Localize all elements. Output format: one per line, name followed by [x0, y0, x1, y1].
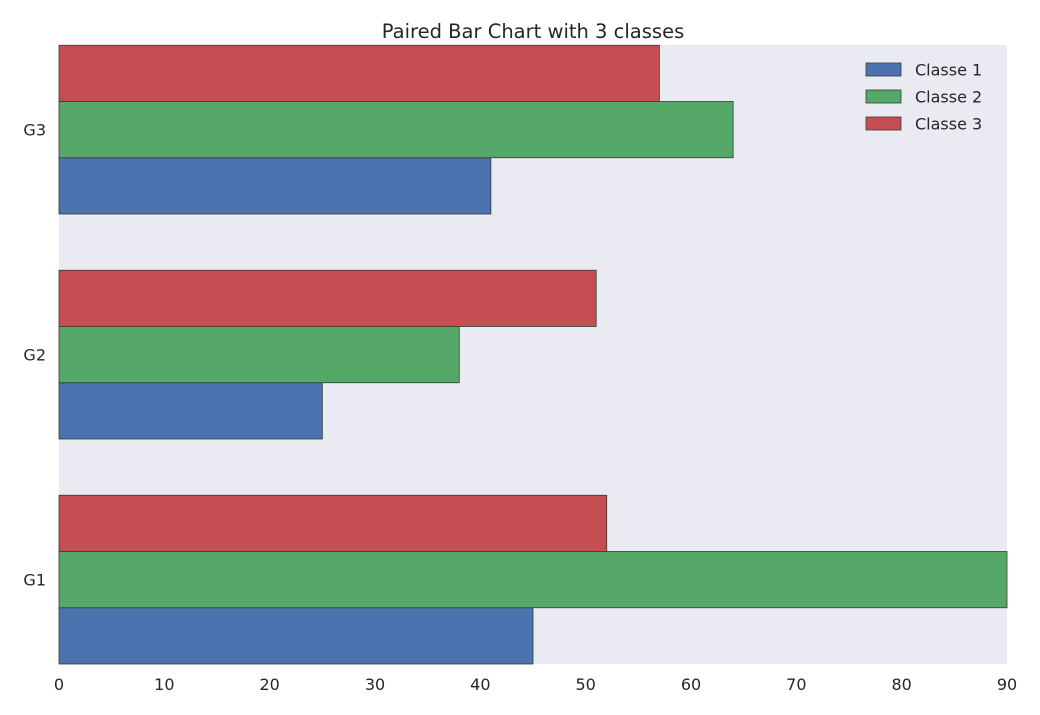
bar-g1-classe-3 [58, 494, 608, 552]
legend-label: Classe 1 [915, 61, 982, 80]
x-tick-label: 80 [891, 675, 911, 694]
legend-label: Classe 3 [915, 115, 982, 134]
bar-g1-classe-1 [58, 607, 534, 665]
bar-g2-classe-1 [58, 382, 323, 440]
x-tick-label: 20 [259, 675, 279, 694]
bar-g3-classe-2 [58, 101, 734, 159]
x-tick-label: 60 [681, 675, 701, 694]
legend: Classe 1 Classe 2 Classe 3 [865, 61, 982, 134]
x-tick-label: 40 [470, 675, 490, 694]
legend-label: Classe 2 [915, 88, 982, 107]
y-axis: G1 G2 G3 [23, 121, 46, 590]
legend-swatch [865, 116, 902, 131]
legend-swatch [865, 89, 902, 104]
y-tick-label: G1 [23, 571, 46, 590]
bar-g2-classe-3 [58, 269, 597, 327]
bar-g3-classe-3 [58, 44, 660, 102]
legend-swatch [865, 62, 902, 77]
bar-g1-classe-2 [58, 551, 1008, 609]
x-tick-label: 0 [54, 675, 64, 694]
chart-title: Paired Bar Chart with 3 classes [382, 20, 684, 43]
x-tick-label: 50 [575, 675, 595, 694]
x-tick-label: 30 [365, 675, 385, 694]
bar-g3-classe-1 [58, 157, 492, 215]
y-tick-label: G3 [23, 121, 46, 140]
x-axis: 0 10 20 30 40 50 60 70 80 90 [54, 675, 1017, 694]
bars [58, 44, 1008, 665]
x-tick-label: 90 [997, 675, 1017, 694]
bar-g2-classe-2 [58, 326, 460, 384]
x-tick-label: 70 [786, 675, 806, 694]
y-tick-label: G2 [23, 346, 46, 365]
x-tick-label: 10 [154, 675, 174, 694]
